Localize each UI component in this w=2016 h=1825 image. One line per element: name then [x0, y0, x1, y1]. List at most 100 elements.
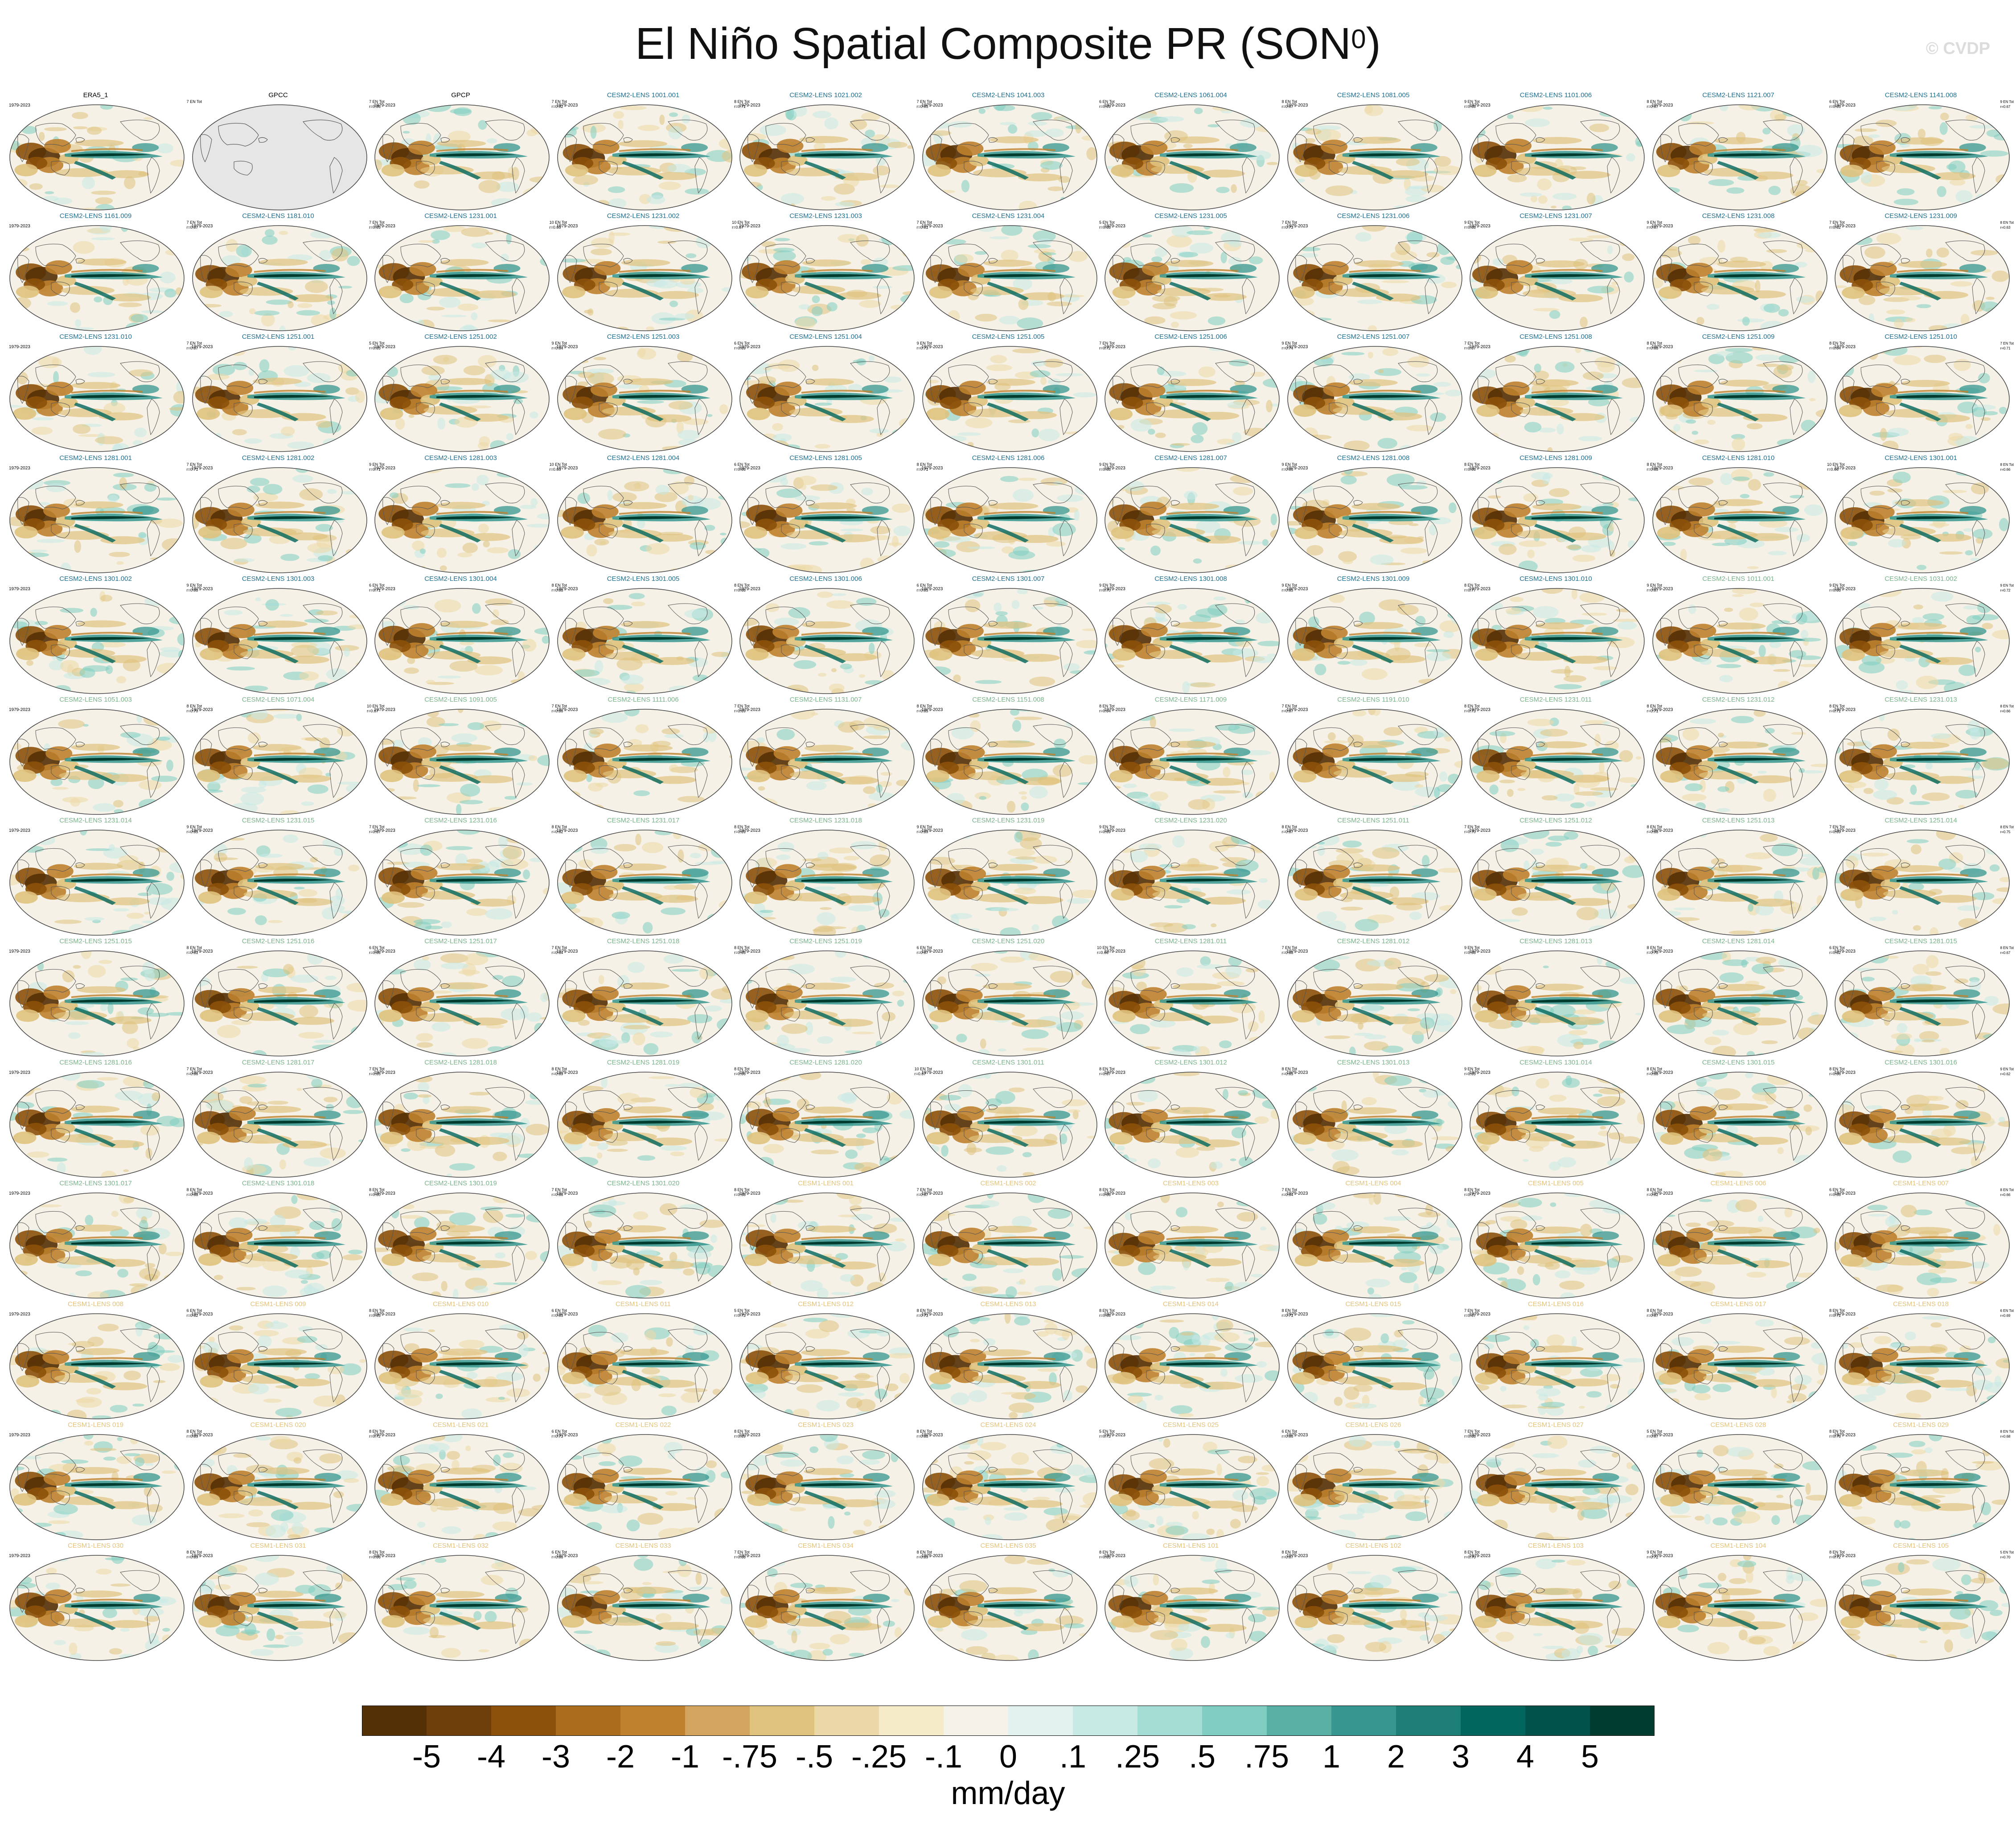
map-panel: CESM2-LENS 1281.002 1979-2023 9 EN Tot r=0… [187, 454, 385, 575]
map-panel: CESM2-LENS 1301.011 1979-2023 8 EN Tot r=0… [917, 1059, 1115, 1180]
panel-stats: 8 EN Tot r=0.66 [2000, 462, 2014, 472]
map-panel: CESM2-LENS 1251.016 1979-2023 6 EN Tot r=0… [187, 937, 385, 1058]
panel-title: CESM2-LENS 1281.010 [1702, 454, 1775, 462]
map-panel: CESM2-LENS 1301.020 1979-2023 8 EN Tot r=0… [552, 1180, 750, 1300]
precip-anomaly-map [1104, 1555, 1280, 1661]
panel-years: 1979-2023 [1651, 224, 1673, 229]
colorbar-swatch [944, 1706, 1009, 1736]
panel-stats: 8 EN Tot r=0.66 [369, 1550, 385, 1560]
map-panel: CESM2-LENS 1251.007 1979-2023 7 EN Tot r=0… [1282, 333, 1480, 454]
colorbar-swatch [1525, 1706, 1590, 1736]
panel-years: 1979-2023 [921, 707, 943, 712]
panel-title: CESM2-LENS 1251.003 [607, 333, 680, 341]
panel-years: 1979-2023 [9, 345, 30, 350]
panel-years: 1979-2023 [9, 586, 30, 592]
panel-stats: 8 EN Tot r=0.72 [369, 1429, 385, 1439]
precip-anomaly-map [1287, 950, 1462, 1057]
precip-anomaly-map [739, 830, 915, 936]
colorbar-tick-label: 3 [1451, 1739, 1470, 1775]
map-panel: CESM2-LENS 1301.013 1979-2023 9 EN Tot r=0… [1282, 1059, 1480, 1180]
panel-years: 1979-2023 [1651, 586, 1673, 592]
precip-anomaly-map [1287, 1192, 1462, 1299]
precip-anomaly-map [374, 467, 550, 573]
map-panel: CESM1-LENS 027 1979-2023 5 EN Tot r=0.67 [1465, 1421, 1662, 1542]
panel-title: CESM2-LENS 1301.001 [1885, 454, 1957, 462]
panel-years: 1979-2023 [1286, 1312, 1308, 1317]
panel-stats: 10 EN Tot r=0.67 [367, 704, 385, 713]
colorbar-swatch [685, 1706, 750, 1736]
panel-title: CESM1-LENS 104 [1710, 1542, 1766, 1550]
panel-years: 1979-2023 [1286, 1191, 1308, 1196]
panel-years: 1979-2023 [1104, 586, 1125, 592]
map-panel: CESM2-LENS 1231.019 1979-2023 9 EN Tot r=0… [917, 817, 1115, 937]
panel-title: CESM2-LENS 1251.010 [1885, 333, 1957, 341]
panel-stats: 7 EN Tot r=0.66 [551, 1187, 567, 1197]
panel-title: CESM2-LENS 1231.001 [424, 212, 497, 220]
precip-anomaly-map [557, 1555, 732, 1661]
panel-stats: 8 EN Tot r=0.72 [1464, 1187, 1480, 1197]
panel-title: CESM2-LENS 1251.016 [242, 937, 315, 945]
panel-years: 1979-2023 [1286, 1433, 1308, 1438]
panel-title: CESM1-LENS 010 [432, 1300, 489, 1308]
panel-stats: 8 EN Tot r=0.69 [551, 1066, 567, 1076]
panel-title: CESM1-LENS 005 [1527, 1179, 1584, 1187]
panel-stats: 8 EN Tot r=0.69 [186, 1550, 202, 1560]
panel-years: 1979-2023 [1469, 1554, 1490, 1559]
precip-anomaly-map [1104, 1434, 1280, 1540]
panel-stats: 7 EN Tot r=0.72 [1099, 341, 1115, 351]
panel-title: CESM1-LENS 102 [1345, 1542, 1401, 1550]
panel-years: 1979-2023 [1469, 345, 1490, 350]
panel-years: 1979-2023 [1104, 1312, 1125, 1317]
map-panel: CESM2-LENS 1161.009 1979-2023 7 EN Tot r=0… [4, 212, 202, 333]
precip-anomaly-map [1470, 588, 1645, 694]
panel-title: CESM2-LENS 1131.007 [789, 696, 862, 703]
colorbar-swatch [620, 1706, 686, 1736]
precip-anomaly-map [1652, 1434, 1827, 1540]
panel-title: CESM2-LENS 1251.002 [424, 333, 497, 341]
panel-years: 1979-2023 [1469, 103, 1490, 108]
panel-stats: 6 EN Tot r=0.66 [551, 1550, 567, 1560]
map-panel: CESM2-LENS 1231.017 1979-2023 8 EN Tot r=0… [552, 817, 750, 937]
panel-title: CESM1-LENS 020 [250, 1421, 306, 1429]
panel-title: CESM2-LENS 1231.009 [1885, 212, 1957, 220]
map-panel: CESM2-LENS 1251.015 1979-2023 8 EN Tot r=0… [4, 937, 202, 1058]
panel-years: 1979-2023 [1651, 1554, 1673, 1559]
panel-years: 1979-2023 [556, 224, 578, 229]
map-panel: CESM1-LENS 018 1979-2023 6 EN Tot r=0.69 [1830, 1300, 2014, 1421]
panel-years: 1979-2023 [1834, 224, 1856, 229]
panel-title: CESM2-LENS 1301.012 [1154, 1058, 1227, 1066]
map-panel: CESM2-LENS 1251.009 1979-2023 8 EN Tot r=0… [1647, 333, 1845, 454]
precip-anomaly-map [192, 467, 367, 573]
panel-years: 1979-2023 [1834, 103, 1856, 108]
panel-title: CESM2-LENS 1301.014 [1519, 1058, 1592, 1066]
panel-years: 1979-2023 [921, 1312, 943, 1317]
map-panel: CESM2-LENS 1301.010 1979-2023 9 EN Tot r=0… [1465, 575, 1662, 696]
panel-years: 1979-2023 [1286, 103, 1308, 108]
panel-title: CESM2-LENS 1231.002 [607, 212, 680, 220]
panel-years: 1979-2023 [374, 1070, 395, 1075]
panel-years: 1979-2023 [374, 828, 395, 834]
panel-title: CESM1-LENS 016 [1527, 1300, 1584, 1308]
panel-title: GPCC [268, 91, 288, 99]
map-panel: CESM2-LENS 1301.016 1979-2023 9 EN Tot r=0… [1830, 1059, 2014, 1180]
panel-years: 1979-2023 [1104, 1070, 1125, 1075]
panel-title: CESM2-LENS 1281.002 [242, 454, 315, 462]
panel-stats: 5 EN Tot r=0.73 [734, 1308, 750, 1318]
panel-title: CESM2-LENS 1231.012 [1702, 696, 1775, 703]
panel-years: 1979-2023 [739, 828, 760, 834]
panel-stats: 9 EN Tot r=0.62 [2000, 1067, 2014, 1076]
precip-anomaly-map [557, 709, 732, 815]
map-panel: CESM2-LENS 1251.008 1979-2023 8 EN Tot r=0… [1465, 333, 1662, 454]
map-panel: CESM2-LENS 1301.007 1979-2023 9 EN Tot r=0… [917, 575, 1115, 696]
map-panel: CESM2-LENS 1251.002 1979-2023 9 EN Tot r=0… [370, 333, 567, 454]
panel-stats: 6 EN Tot r=0.73 [551, 1429, 567, 1439]
colorbar-swatch [491, 1706, 556, 1736]
panel-stats: 8 EN Tot r=0.65 [734, 945, 750, 955]
colorbar-tick-label: 1 [1322, 1739, 1341, 1775]
panel-stats: 6 EN Tot r=0.66 [734, 462, 750, 472]
precip-anomaly-map [9, 1555, 185, 1661]
map-panel: CESM1-LENS 035 1979-2023 8 EN Tot r=0.65 [917, 1542, 1115, 1663]
panel-stats: 7 EN Tot r=0.67 [1464, 1308, 1480, 1318]
precip-anomaly-map [739, 709, 915, 815]
panel-stats: 8 EN Tot r=0.68 [551, 583, 567, 592]
